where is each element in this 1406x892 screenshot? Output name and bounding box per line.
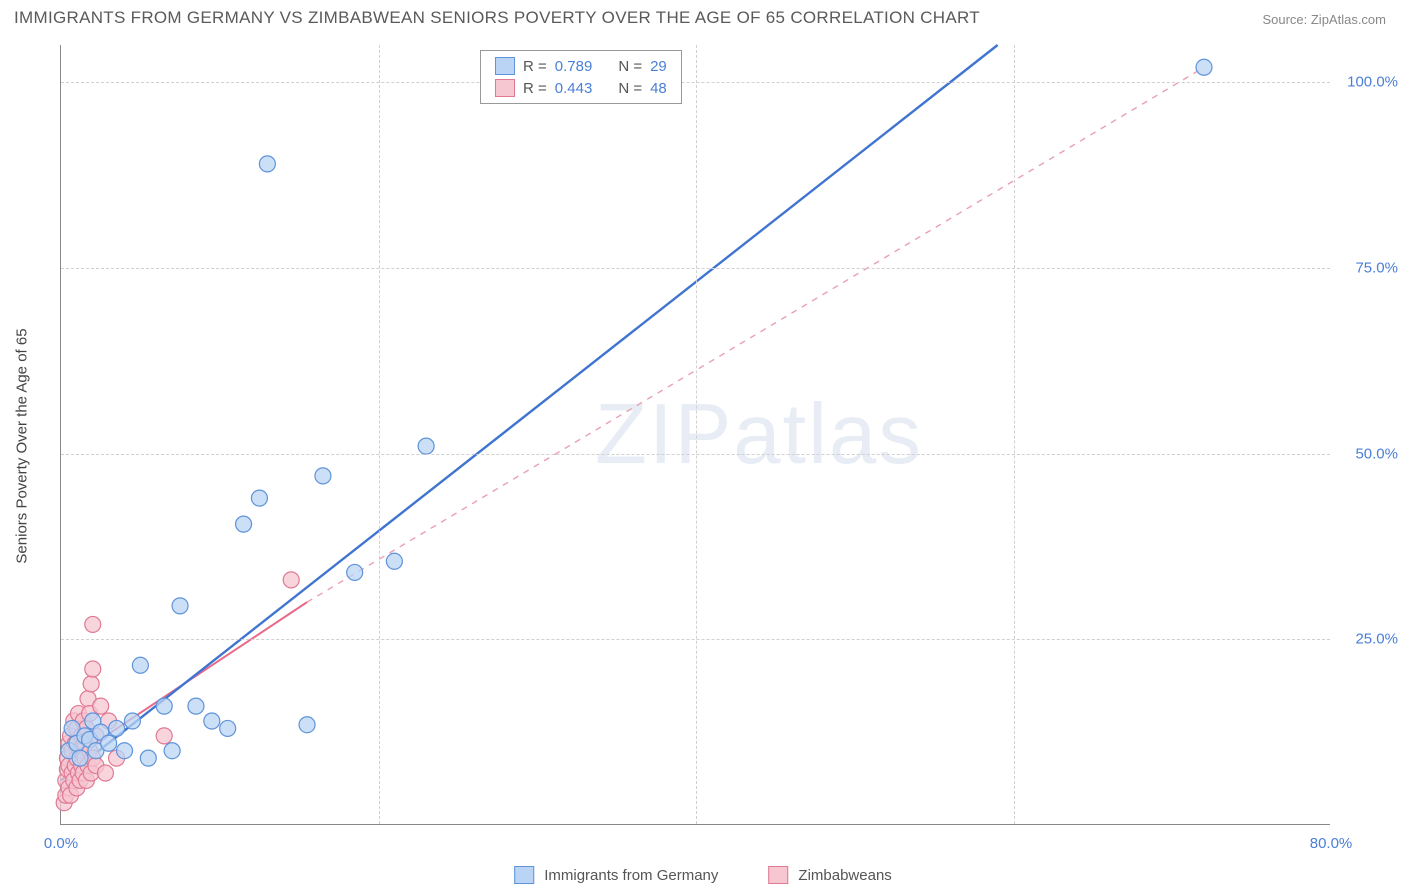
y-axis-label: Seniors Poverty Over the Age of 65	[14, 328, 31, 563]
correlation-row-zimbabwe: R = 0.443 N = 48	[481, 77, 681, 99]
x-tick-label: 80.0%	[1310, 835, 1353, 852]
plot-area: ZIPatlas 25.0%50.0%75.0%100.0%0.0%80.0%	[60, 45, 1330, 825]
swatch-germany-btm	[514, 866, 534, 884]
r-label: R =	[523, 80, 547, 97]
source-name: ZipAtlas.com	[1311, 12, 1386, 27]
swatch-zimbabwe	[495, 79, 515, 97]
n-value-zimbabwe: 48	[650, 80, 667, 97]
y-tick-label: 100.0%	[1347, 74, 1398, 91]
n-label: N =	[618, 58, 642, 75]
correlation-legend: R = 0.789 N = 29 R = 0.443 N = 48	[480, 50, 682, 104]
legend-label-germany: Immigrants from Germany	[544, 867, 718, 884]
source-label: Source:	[1262, 12, 1310, 27]
legend-item-zimbabwe: Zimbabweans	[768, 866, 891, 884]
y-tick-label: 50.0%	[1355, 445, 1398, 462]
y-tick-label: 75.0%	[1355, 259, 1398, 276]
source-attribution: Source: ZipAtlas.com	[1262, 12, 1386, 27]
r-value-germany: 0.789	[555, 58, 593, 75]
bottom-legend: Immigrants from Germany Zimbabweans	[514, 866, 892, 884]
legend-label-zimbabwe: Zimbabweans	[798, 867, 891, 884]
correlation-row-germany: R = 0.789 N = 29	[481, 55, 681, 77]
x-tick-label: 0.0%	[44, 835, 78, 852]
chart-container: IMMIGRANTS FROM GERMANY VS ZIMBABWEAN SE…	[0, 0, 1406, 892]
r-value-zimbabwe: 0.443	[555, 80, 593, 97]
n-label: N =	[618, 80, 642, 97]
swatch-germany	[495, 57, 515, 75]
chart-title: IMMIGRANTS FROM GERMANY VS ZIMBABWEAN SE…	[14, 8, 980, 28]
legend-item-germany: Immigrants from Germany	[514, 866, 718, 884]
swatch-zimbabwe-btm	[768, 866, 788, 884]
r-label: R =	[523, 58, 547, 75]
y-tick-label: 25.0%	[1355, 631, 1398, 648]
n-value-germany: 29	[650, 58, 667, 75]
